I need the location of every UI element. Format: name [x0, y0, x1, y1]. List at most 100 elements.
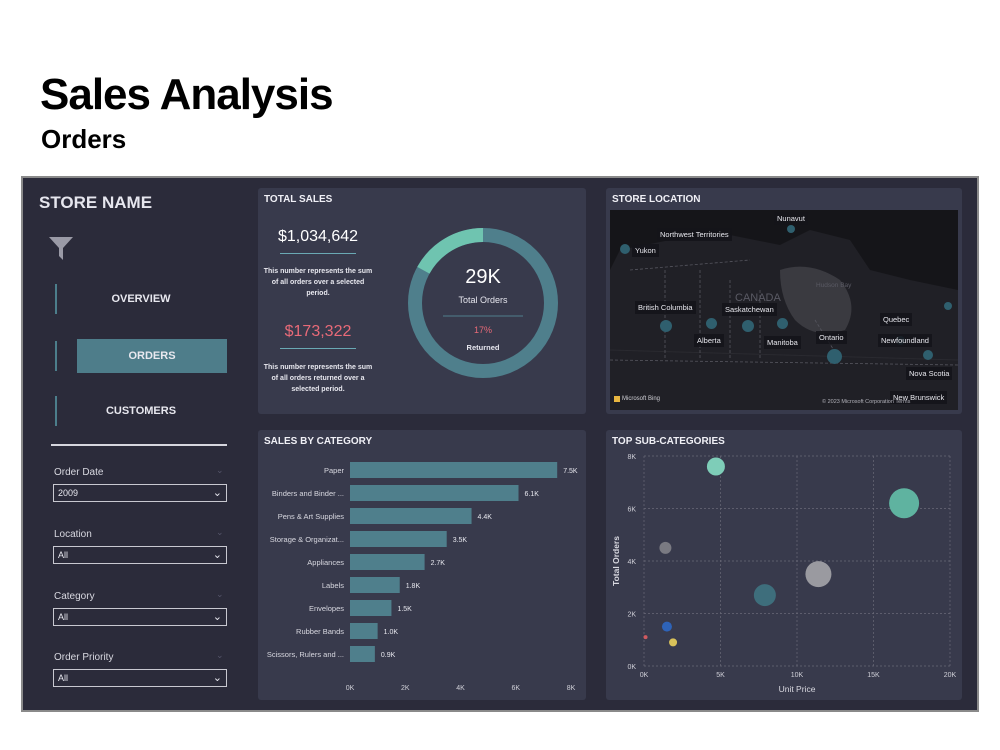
filter-icon[interactable]: [47, 234, 75, 262]
scatter-point[interactable]: [706, 457, 725, 476]
scatter-point[interactable]: [661, 621, 672, 632]
donut-center-value: 29K: [465, 266, 501, 288]
scatter-point[interactable]: [805, 561, 832, 588]
nav-indicator-overview: [55, 284, 57, 314]
map-credit-left: Microsoft Bing: [614, 396, 660, 402]
category-bar[interactable]: [350, 623, 378, 639]
chevron-down-icon[interactable]: ⌄: [216, 589, 224, 599]
filter-label-category: Category: [54, 591, 95, 602]
returned-label: Returned: [467, 343, 500, 352]
sidebar-divider: [51, 444, 227, 446]
x-tick-label: 5K: [716, 672, 725, 679]
category-bar[interactable]: [350, 600, 392, 616]
returned-underline: [280, 348, 356, 349]
scatter-point[interactable]: [659, 541, 672, 554]
map-marker-saskatchewan[interactable]: [742, 320, 754, 332]
x-tick-label: 15K: [867, 672, 880, 679]
category-bar[interactable]: [350, 646, 375, 662]
chevron-down-icon: ⌄: [212, 549, 222, 561]
total-sales-panel: TOTAL SALES $1,034,642 This number repre…: [258, 188, 586, 414]
scatter-point[interactable]: [643, 635, 648, 640]
bar-category-label: Binders and Binder ...: [272, 489, 344, 498]
orders-donut-chart: 29K Total Orders 17% Returned: [408, 228, 558, 378]
chevron-down-icon[interactable]: ⌄: [216, 650, 224, 660]
map-background: [610, 210, 958, 410]
x-tick-label: 0K: [346, 685, 355, 692]
map-label-new-brunswick: New Brunswick: [890, 391, 948, 404]
map-marker-manitoba[interactable]: [777, 318, 788, 329]
map-marker-ontario[interactable]: [827, 349, 842, 364]
filter-label-location: Location: [54, 529, 92, 540]
scatter-point[interactable]: [889, 488, 920, 519]
dashboard: STORE NAME OVERVIEW ORDERS CUSTOMERS Ord…: [21, 176, 979, 712]
sales-by-category-title: SALES BY CATEGORY: [264, 436, 373, 447]
top-subcategories-chart: 0K 2K 4K 6K 8K 0K 5K 10K 15K 20K Unit Price Total O…: [611, 454, 957, 694]
order-date-value: 2009: [58, 488, 79, 498]
top-subcategories-panel: TOP SUB-CATEGORIES 0K 2K 4K 6K 8K 0K 5K 10K 15K 2…: [606, 430, 962, 700]
y-tick-label: 6K: [627, 507, 636, 514]
chevron-down-icon: ⌄: [212, 487, 222, 499]
scatter-point[interactable]: [753, 584, 776, 607]
map-hudson-label: Hudson Bay: [816, 282, 852, 289]
nav-customers[interactable]: CUSTOMERS: [105, 405, 177, 417]
order-priority-value: All: [58, 673, 69, 683]
returned-percent: 17%: [474, 325, 492, 335]
map-label-quebec: Quebec: [880, 313, 913, 326]
category-bar[interactable]: [350, 485, 519, 501]
total-sales-note: This number represents the sum of all or…: [263, 268, 373, 297]
bar-data-label: 0.9K: [381, 652, 396, 659]
bing-logo-icon: [614, 396, 620, 402]
order-date-select[interactable]: 2009 ⌄: [53, 484, 227, 502]
page-title: Sales Analysis: [40, 70, 334, 119]
category-bar[interactable]: [350, 508, 472, 524]
x-tick-label: 2K: [401, 685, 410, 692]
map-credit-right[interactable]: © 2023 Microsoft Corporation Terms: [822, 399, 911, 405]
map-marker-alberta[interactable]: [706, 318, 717, 329]
bar-data-label: 6.1K: [525, 491, 540, 498]
bar-data-label: 1.8K: [406, 583, 421, 590]
nav-overview[interactable]: OVERVIEW: [111, 293, 171, 305]
x-tick-label: 6K: [511, 685, 520, 692]
category-value: All: [58, 612, 69, 622]
map-label-yukon: Yukon: [632, 244, 659, 257]
store-map[interactable]: CANADA Hudson Bay Nunavut Northwest Terr…: [610, 210, 958, 410]
page-subtitle: Orders: [41, 124, 127, 154]
chevron-down-icon[interactable]: ⌄: [216, 465, 224, 475]
map-marker-nova-scotia[interactable]: [923, 350, 933, 360]
map-marker-nunavut[interactable]: [787, 225, 795, 233]
returned-value: $173,322: [284, 323, 352, 340]
nav-orders[interactable]: ORDERS: [77, 339, 227, 373]
x-axis-label: Unit Price: [779, 684, 816, 694]
location-value: All: [58, 550, 69, 560]
map-marker-newfoundland[interactable]: [944, 302, 952, 310]
category-bar[interactable]: [350, 531, 447, 547]
scatter-point[interactable]: [669, 638, 678, 647]
total-sales-title: TOTAL SALES: [264, 194, 333, 205]
y-tick-label: 4K: [627, 559, 636, 566]
store-location-panel: STORE LOCATION CANADA Hudson: [606, 188, 962, 414]
location-select[interactable]: All ⌄: [53, 546, 227, 564]
bar-data-label: 1.0K: [384, 629, 399, 636]
category-bar[interactable]: [350, 554, 425, 570]
map-marker-bc[interactable]: [660, 320, 672, 332]
category-select[interactable]: All ⌄: [53, 608, 227, 626]
returned-note: This number represents the sum of all or…: [263, 364, 373, 393]
map-label-ontario: Ontario: [816, 331, 847, 344]
category-bar[interactable]: [350, 577, 400, 593]
order-priority-select[interactable]: All ⌄: [53, 669, 227, 687]
bar-category-label: Paper: [324, 466, 345, 475]
bar-data-label: 1.5K: [397, 606, 412, 613]
chevron-down-icon[interactable]: ⌄: [216, 527, 224, 537]
x-tick-label: 8K: [567, 685, 576, 692]
map-marker-yukon[interactable]: [620, 244, 630, 254]
chevron-down-icon: ⌄: [212, 672, 222, 684]
category-bar[interactable]: [350, 462, 558, 478]
chevron-down-icon: ⌄: [212, 611, 222, 623]
nav-indicator-customers: [55, 396, 57, 426]
map-label-alberta: Alberta: [694, 334, 724, 347]
bar-data-label: 2.7K: [431, 560, 446, 567]
x-tick-label: 0K: [640, 672, 649, 679]
bing-credit-text: Microsoft Bing: [622, 396, 661, 402]
map-label-saskatchewan: Saskatchewan: [722, 303, 777, 316]
y-tick-label: 0K: [627, 664, 636, 671]
